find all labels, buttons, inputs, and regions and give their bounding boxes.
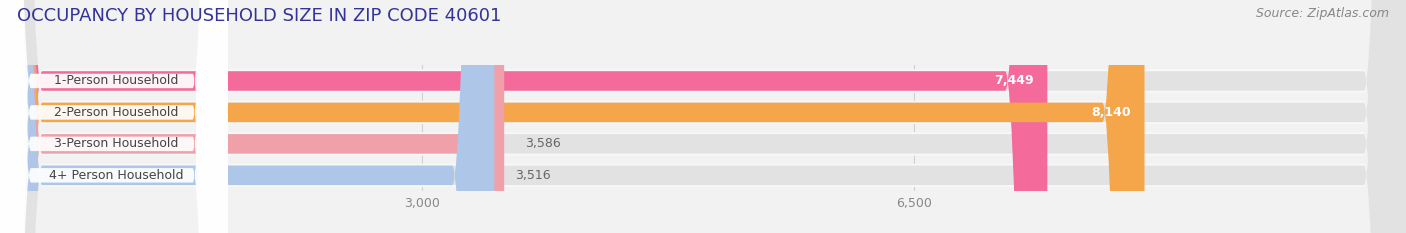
- Text: OCCUPANCY BY HOUSEHOLD SIZE IN ZIP CODE 40601: OCCUPANCY BY HOUSEHOLD SIZE IN ZIP CODE …: [17, 7, 502, 25]
- Text: 4+ Person Household: 4+ Person Household: [49, 169, 183, 182]
- Text: 7,449: 7,449: [994, 75, 1033, 87]
- Text: 2-Person Household: 2-Person Household: [53, 106, 179, 119]
- FancyBboxPatch shape: [0, 0, 228, 233]
- Text: 3-Person Household: 3-Person Household: [53, 137, 179, 150]
- FancyBboxPatch shape: [0, 0, 1047, 233]
- Text: 1-Person Household: 1-Person Household: [53, 75, 179, 87]
- FancyBboxPatch shape: [0, 0, 495, 233]
- FancyBboxPatch shape: [0, 0, 228, 233]
- FancyBboxPatch shape: [0, 0, 228, 233]
- Text: 3,516: 3,516: [516, 169, 551, 182]
- Text: Source: ZipAtlas.com: Source: ZipAtlas.com: [1256, 7, 1389, 20]
- Text: 8,140: 8,140: [1091, 106, 1130, 119]
- FancyBboxPatch shape: [0, 0, 505, 233]
- Text: 3,586: 3,586: [526, 137, 561, 150]
- FancyBboxPatch shape: [0, 0, 228, 233]
- FancyBboxPatch shape: [0, 0, 1144, 233]
